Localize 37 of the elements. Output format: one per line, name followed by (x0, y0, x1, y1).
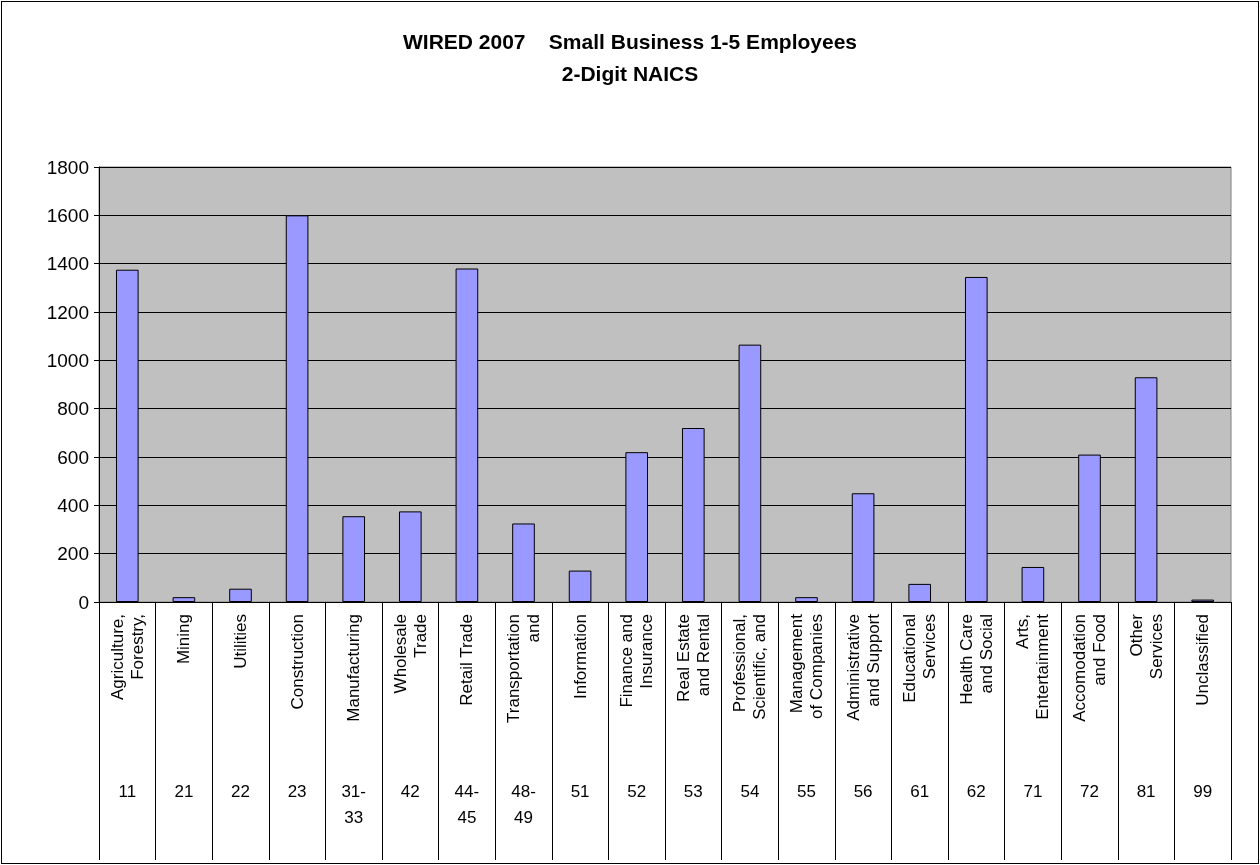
y-tick-label: 1400 (46, 253, 89, 275)
category-label: Retail Trade 44- 45 (454, 614, 480, 827)
y-tick-label: 1000 (46, 349, 89, 371)
category-label: Mining 21 (174, 614, 194, 801)
category-label: Manufacturing 31- 33 (341, 614, 366, 827)
category-label: Arts, Entertainment 71 (1013, 614, 1053, 801)
y-tick-label: 600 (57, 446, 89, 468)
category-label: Information 51 (570, 614, 590, 801)
y-tick-label: 0 (78, 591, 89, 613)
category-label: Health Care and Social 62 (956, 614, 996, 801)
bar (172, 597, 196, 602)
bar (795, 597, 818, 602)
category-label: Administrative and Support 56 (843, 614, 883, 801)
category-label: Construction 23 (287, 614, 307, 801)
y-tick-label: 1200 (46, 301, 89, 323)
category-label: Unclassified 99 (1193, 614, 1213, 801)
y-tick-label: 400 (57, 494, 89, 516)
category-label: Management of Companies 55 (787, 614, 826, 801)
y-tick-label: 800 (57, 398, 89, 420)
category-label: Finance and Insurance 52 (617, 614, 657, 801)
category-label: Agriculture, Forestry, 11 (107, 614, 147, 801)
y-tick-label: 200 (57, 543, 89, 565)
chart-title: WIRED 2007 Small Business 1-5 Employees 2-Digit NAICS (402, 29, 858, 85)
category-label: Utilities 22 (231, 614, 250, 801)
bar (908, 583, 932, 602)
category-label: Real Estate and Rental 53 (673, 614, 713, 801)
category-label: Professional, Scientific, and 54 (730, 614, 770, 801)
category-label: Educational Services 61 (900, 614, 940, 801)
y-tick-label: 1800 (46, 156, 89, 178)
category-label: Other Services 81 (1126, 614, 1166, 801)
bar (229, 588, 252, 602)
y-tick-label: 1600 (46, 204, 89, 226)
bar (568, 570, 592, 602)
bar (1021, 566, 1045, 602)
category-label: Wholesale Trade 42 (390, 614, 430, 801)
category-label: Accomodation and Food 72 (1070, 614, 1109, 801)
category-label: Transportation and 48- 49 (504, 614, 543, 827)
